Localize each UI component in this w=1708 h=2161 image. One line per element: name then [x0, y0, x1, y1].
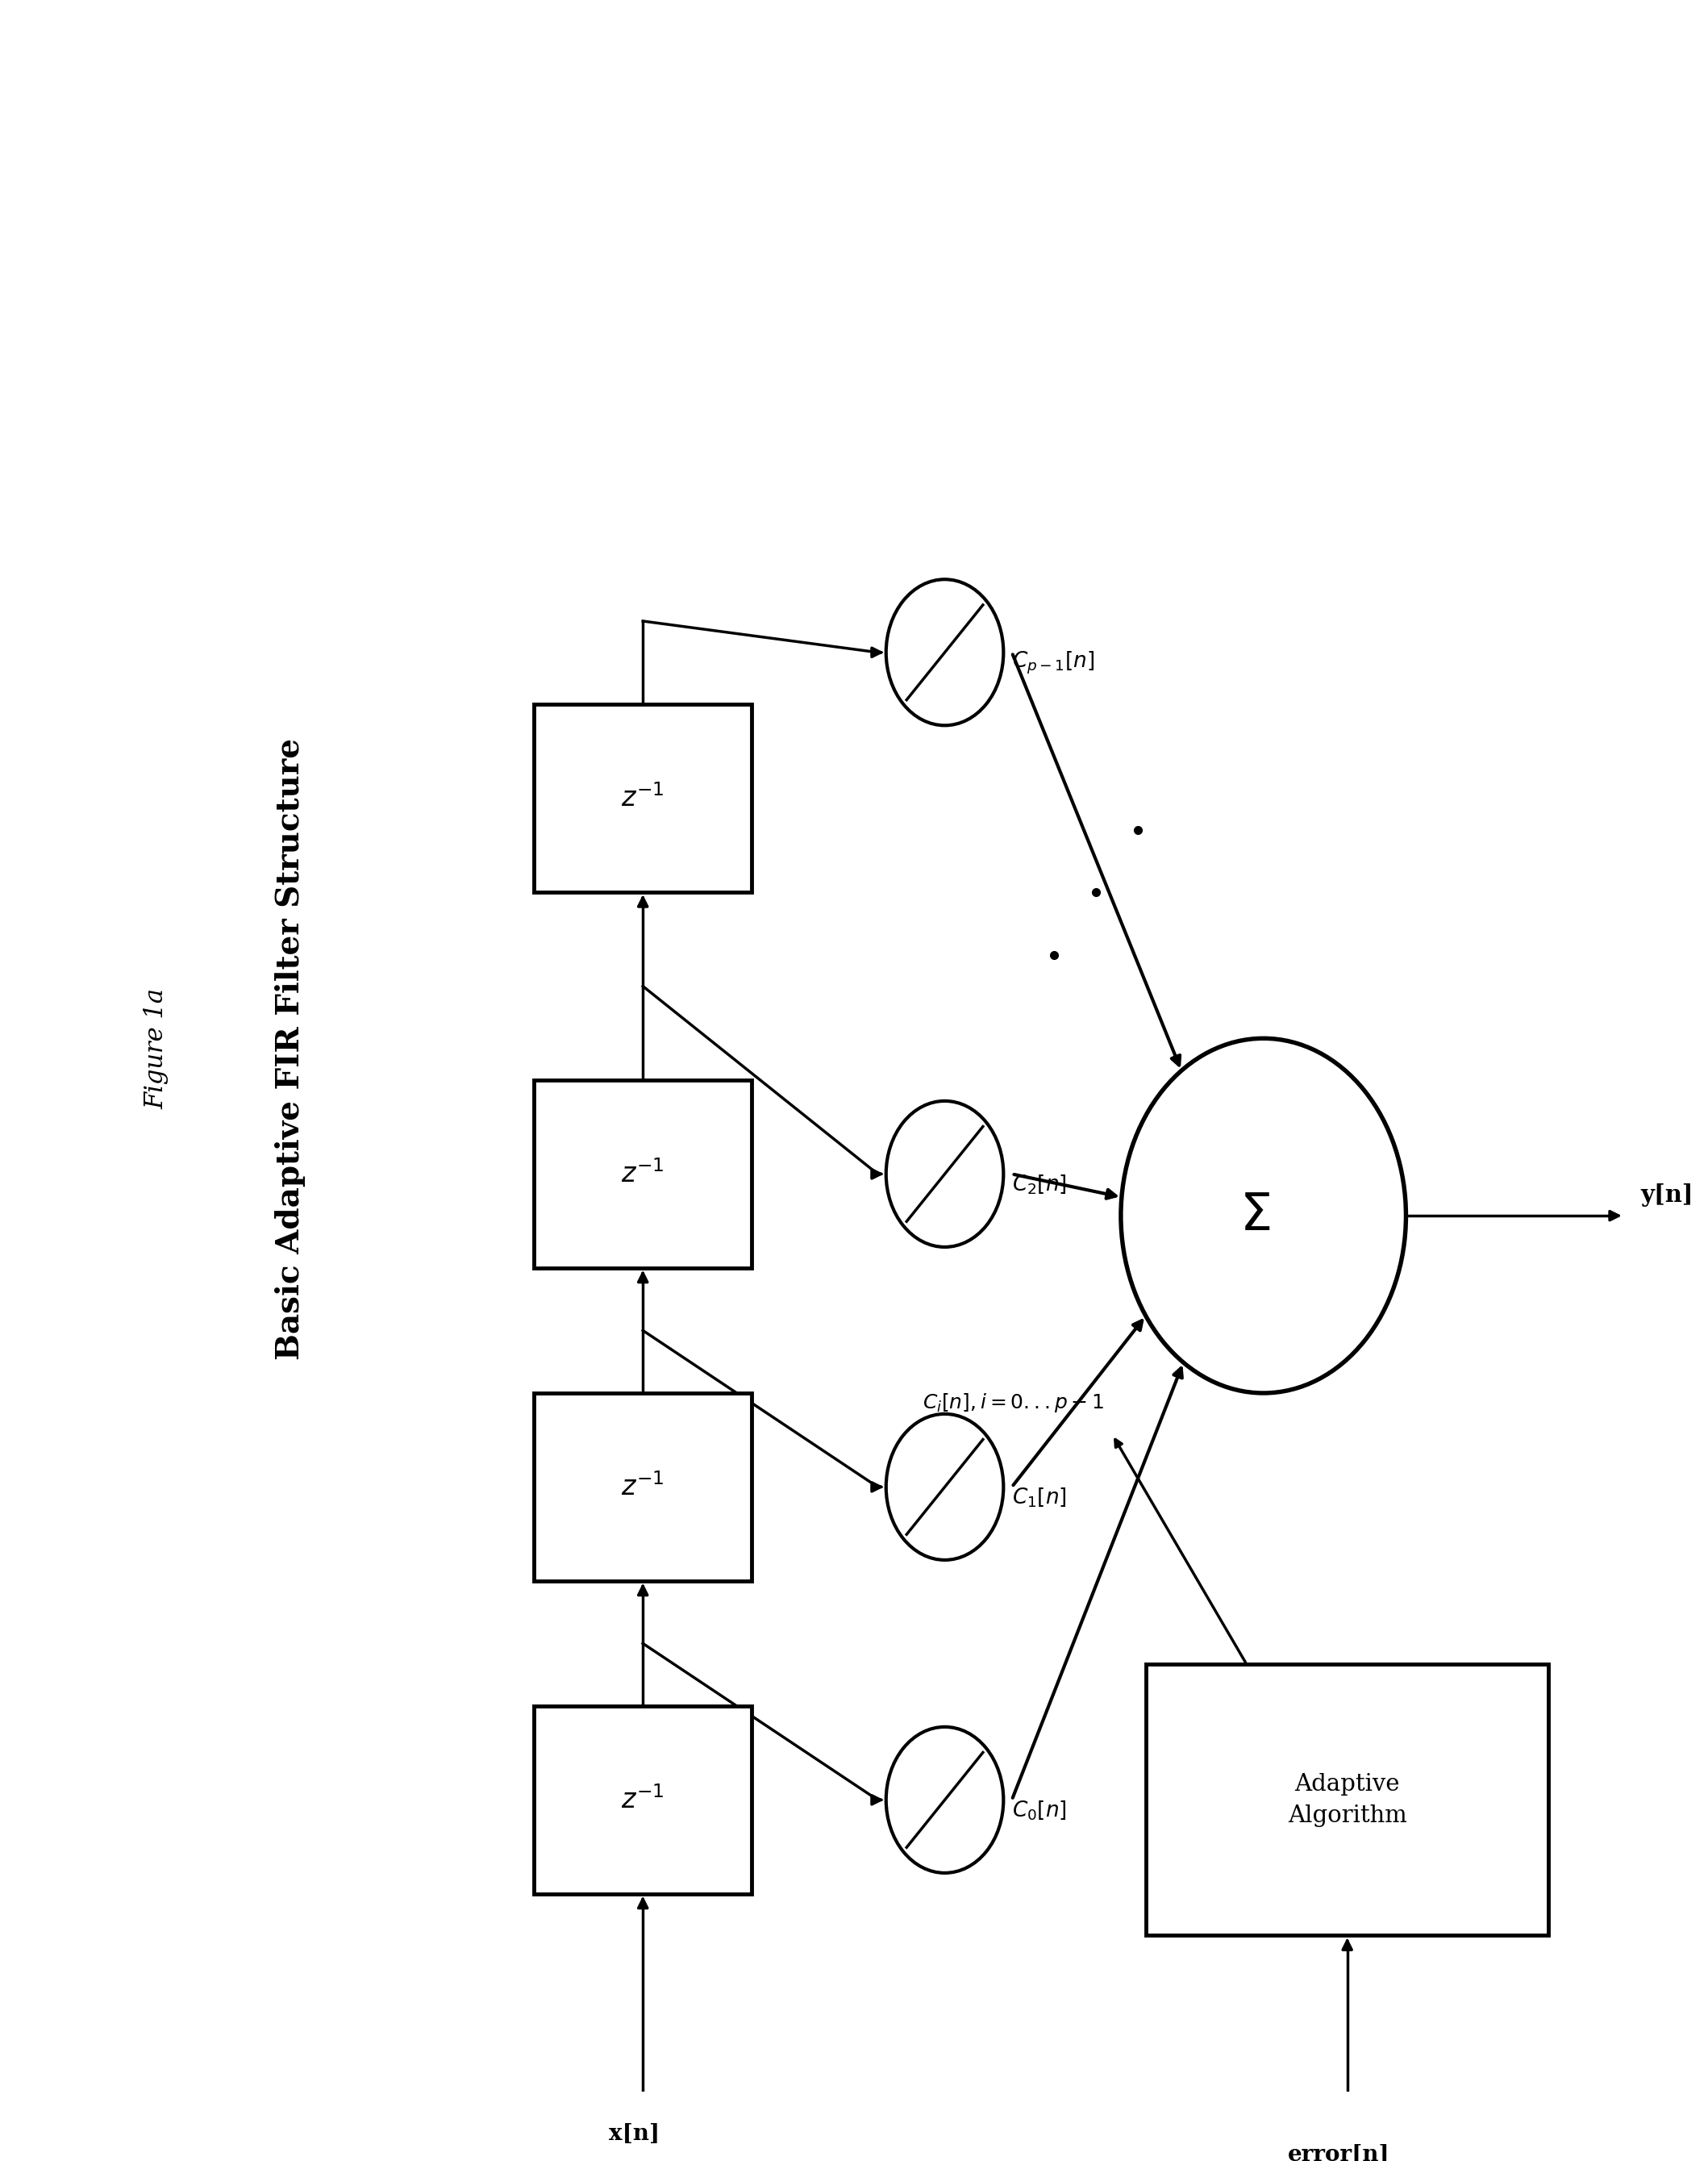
- Circle shape: [886, 1727, 1004, 1874]
- Bar: [535, 1705, 752, 1893]
- Text: $C_2[n]$: $C_2[n]$: [1011, 1173, 1066, 1195]
- Text: $z^{-1}$: $z^{-1}$: [622, 1785, 664, 1813]
- Circle shape: [886, 1413, 1004, 1560]
- Bar: [1146, 1664, 1549, 1936]
- Text: $C_1[n]$: $C_1[n]$: [1011, 1487, 1066, 1508]
- Text: error[n]: error[n]: [1288, 2144, 1390, 2161]
- Bar: [535, 1394, 752, 1582]
- Circle shape: [886, 579, 1004, 726]
- Circle shape: [1120, 1039, 1406, 1394]
- Bar: [535, 704, 752, 892]
- Text: $z^{-1}$: $z^{-1}$: [622, 1474, 664, 1502]
- Text: y[n]: y[n]: [1641, 1184, 1694, 1206]
- Text: Basic Adaptive FIR Filter Structure: Basic Adaptive FIR Filter Structure: [275, 737, 306, 1359]
- Text: Adaptive
Algorithm: Adaptive Algorithm: [1288, 1772, 1407, 1826]
- Text: $\Sigma$: $\Sigma$: [1240, 1191, 1271, 1240]
- Text: $z^{-1}$: $z^{-1}$: [622, 784, 664, 813]
- Text: $C_0[n]$: $C_0[n]$: [1011, 1800, 1066, 1822]
- Text: $z^{-1}$: $z^{-1}$: [622, 1160, 664, 1189]
- Text: x[n]: x[n]: [610, 2124, 659, 2146]
- Text: Figure 1a: Figure 1a: [143, 988, 169, 1109]
- Text: $C_{p-1}[n]$: $C_{p-1}[n]$: [1011, 650, 1095, 676]
- Circle shape: [886, 1100, 1004, 1247]
- Bar: [535, 1080, 752, 1269]
- Text: $C_i[n], i=0...p-1$: $C_i[n], i=0...p-1$: [922, 1392, 1103, 1413]
